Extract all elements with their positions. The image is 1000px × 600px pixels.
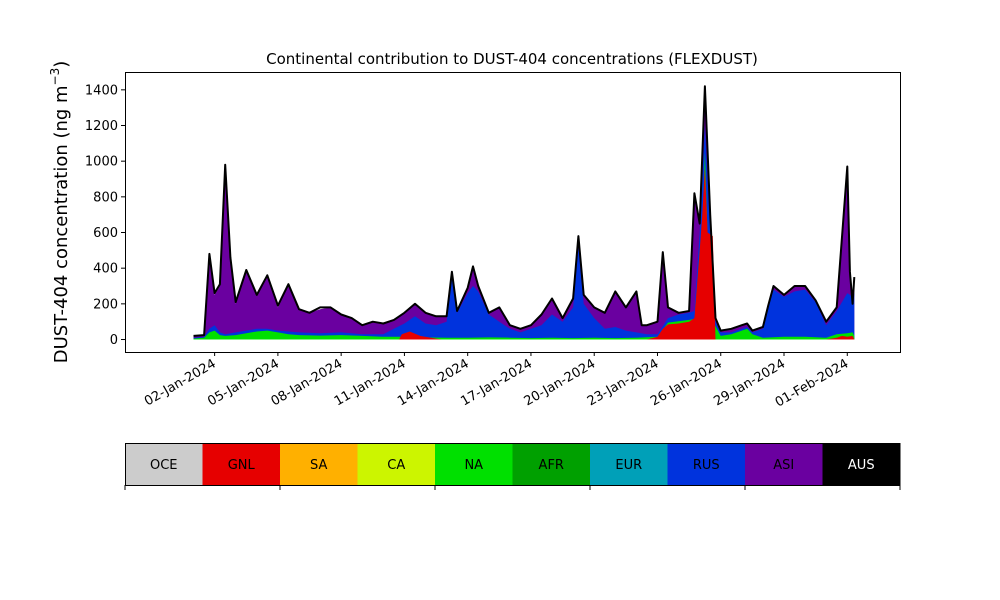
- y-tick-label: 600: [93, 226, 118, 241]
- y-axis-label-exponent: −3: [48, 68, 62, 86]
- x-axis: 02-Jan-202405-Jan-202408-Jan-202411-Jan-…: [142, 352, 851, 410]
- legend-swatch-sa: [280, 443, 358, 485]
- legend-label: RUS: [693, 458, 720, 473]
- legend-frame: [125, 443, 900, 486]
- line-series-aus: [193, 85, 856, 337]
- legend-swatch-na: [435, 443, 513, 485]
- y-tick-label: 1200: [85, 119, 118, 134]
- y-axis: 0 200 400 600 800 1000 1200 1400: [85, 83, 125, 348]
- y-axis-label-main: DUST-404 concentration (ng m: [51, 85, 72, 363]
- y-tick-label: 800: [93, 190, 118, 205]
- legend-swatch-oce: [125, 443, 203, 485]
- legend-label: GNL: [228, 458, 256, 473]
- plot-frame: [125, 72, 901, 353]
- y-tick-label: 1400: [85, 83, 118, 98]
- legend-label: ASI: [773, 458, 794, 473]
- y-tick-label: 0: [110, 333, 118, 348]
- legend-label: NA: [464, 458, 483, 473]
- y-tick-label: 200: [93, 297, 118, 312]
- legend: OCE GNL SA CA NA AFR EUR RUS ASI AUS: [124, 443, 901, 490]
- legend-swatch-aus: [822, 443, 901, 485]
- y-axis-label: DUST-404 concentration (ng m−3): [48, 61, 72, 364]
- legend-label: CA: [387, 458, 405, 473]
- legend-swatch-afr: [512, 443, 591, 485]
- y-tick-label: 1000: [85, 155, 118, 170]
- legend-label: OCE: [150, 458, 178, 473]
- legend-swatch-eur: [590, 443, 668, 485]
- area-series-asi: [193, 88, 855, 340]
- chart-title: Continental contribution to DUST-404 con…: [266, 50, 758, 68]
- y-tick-label: 400: [93, 262, 118, 277]
- legend-swatch-ca: [357, 443, 436, 485]
- legend-label: SA: [310, 458, 327, 473]
- legend-label: AUS: [848, 458, 875, 473]
- y-axis-label-close: ): [51, 61, 72, 68]
- legend-label: AFR: [539, 458, 564, 473]
- legend-swatch-gnl: [202, 443, 281, 485]
- legend-label: EUR: [615, 458, 642, 473]
- legend-swatch-rus: [667, 443, 746, 485]
- area-series-rus: [193, 125, 855, 340]
- legend-swatch-asi: [745, 443, 823, 485]
- series-layer: [193, 85, 856, 340]
